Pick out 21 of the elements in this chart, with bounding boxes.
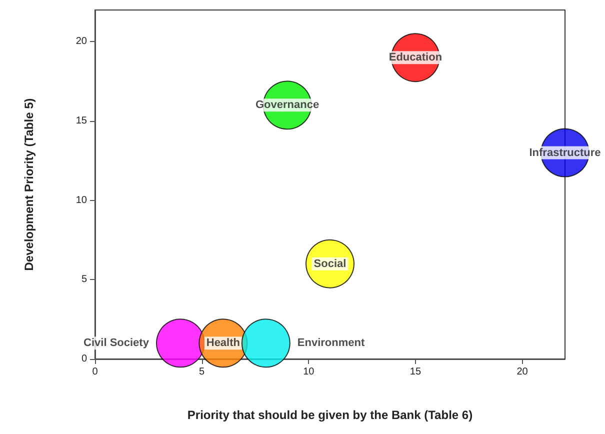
point <box>156 318 205 368</box>
y-axis-title: Development Priority (Table 5) <box>22 98 36 271</box>
series-label: Infrastructure <box>529 146 601 159</box>
x-tick-label: 0 <box>92 366 98 378</box>
y-tick-label: 15 <box>76 116 88 127</box>
point <box>241 318 290 368</box>
y-tick-label: 20 <box>76 36 88 48</box>
x-tick-label: 15 <box>410 366 422 378</box>
y-tick-label: 0 <box>81 354 88 364</box>
x-tick-label: 5 <box>199 366 206 378</box>
series-label: Environment <box>297 337 365 350</box>
series-label: Governance <box>255 99 320 112</box>
x-axis-title: Priority that should be given by the Bank (Table 6) <box>187 408 473 422</box>
series-label: Education <box>388 52 442 64</box>
series-label: Health <box>206 337 240 350</box>
series-label: Civil Society <box>84 337 150 350</box>
x-tick-label: 10 <box>303 366 315 378</box>
y-tick-label: 10 <box>76 194 88 206</box>
y-tick-label: 5 <box>81 274 88 286</box>
x-tick-label: 20 <box>516 366 528 378</box>
series-label: Social <box>314 258 346 270</box>
